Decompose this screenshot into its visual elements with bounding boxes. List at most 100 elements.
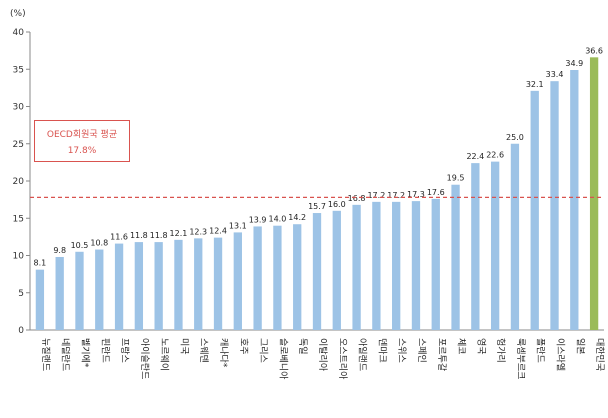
bar-value-label: 11.6: [110, 233, 128, 242]
y-axis-unit: (%): [10, 9, 26, 19]
bar-value-label: 12.3: [189, 227, 207, 236]
bar: [510, 143, 520, 330]
x-category-label: 노르웨이: [159, 338, 171, 371]
bar: [174, 239, 183, 330]
x-category-label: 프랑스: [119, 338, 131, 363]
y-tick-label: 25: [13, 140, 24, 150]
bar: [471, 163, 480, 330]
bar-value-label: 32.1: [526, 80, 544, 89]
bars: 8.19.810.5 10.811.6 11.8 11.8 12.1 12.3 12.413…: [34, 46, 603, 331]
bar-value-label: 22.6: [486, 151, 504, 160]
oecd-average-label: OECD회원국 평균: [46, 130, 118, 140]
x-category-label: 룩셈부르크: [515, 338, 526, 379]
bar: [253, 226, 262, 330]
bar: [114, 243, 124, 330]
bar: [530, 90, 539, 330]
bar-value-label: 8.1: [34, 259, 47, 268]
bar-value-label: 25.0: [506, 133, 524, 142]
oecd-average-box: OECD회원국 평균 17.8%: [34, 120, 130, 162]
bar: [411, 201, 421, 330]
y-tick-label: 40: [13, 28, 25, 38]
bar-value-label: 22.4: [466, 152, 484, 161]
bar-value-label: 13.1: [229, 221, 247, 230]
bar-value-label: 10.8: [90, 239, 108, 248]
y-tick-label: 0: [18, 326, 24, 336]
bar-value-label: 17.2: [387, 191, 405, 200]
bar: [312, 213, 322, 330]
x-category-label: 폴란드: [535, 338, 547, 363]
bar-value-label: 13.9: [249, 215, 267, 224]
bar: [75, 251, 84, 330]
x-category-label: 스페인: [416, 338, 427, 363]
bar-value-label: 19.5: [447, 174, 465, 183]
x-category-label: 벨기에*: [79, 338, 90, 368]
bar: [293, 224, 302, 330]
x-category-label: 덴마크: [376, 338, 387, 363]
x-category-label: 이스라엘: [555, 338, 566, 371]
y-tick-label: 20: [13, 177, 25, 187]
bar-value-label: 34.9: [565, 59, 583, 68]
bar: [451, 184, 460, 330]
x-category-label: 아이슬란드: [139, 338, 151, 379]
x-category-label: 오스트리아: [337, 338, 348, 380]
y-tick-label: 15: [13, 214, 24, 224]
x-category-label: 슬로베니아: [277, 338, 288, 380]
bar-value-label: 12.1: [170, 229, 188, 238]
x-category-label: 캐나다*: [218, 338, 229, 368]
x-category-label: 그리스: [258, 338, 269, 363]
bar-value-label: 10.5: [71, 241, 89, 250]
x-category-label: 헝가리: [495, 338, 506, 363]
y-tick-label: 30: [13, 103, 25, 113]
bar: [372, 201, 381, 330]
bar-value-label: 17.2: [367, 191, 385, 200]
bar-value-label: 15.7: [308, 202, 326, 211]
bar-value-label: 11.8: [150, 231, 168, 240]
bar: [194, 238, 203, 330]
bar-value-label: 12.4: [209, 227, 227, 236]
bar: [589, 57, 599, 331]
bar: [95, 249, 104, 330]
bar-value-label: 17.6: [427, 188, 445, 197]
x-category-label: 핀란드: [99, 338, 111, 363]
bar: [55, 256, 64, 330]
x-category-label: 스위스: [396, 338, 407, 363]
x-category-label: 아일랜드: [357, 338, 368, 371]
x-category-label: 체코: [456, 338, 467, 355]
bar: [213, 237, 223, 330]
x-axis-labels: 뉴질랜드 네덜란드 벨기에* 핀란드 프랑스 아이슬란드 노르웨이 미국 스웨덴 캐나다* 호주 그리…: [40, 338, 605, 380]
bar: [35, 269, 45, 330]
bar: [550, 81, 559, 330]
y-axis: 0 5 10 15 20 25 30 35 40: [13, 28, 604, 336]
x-category-label: 네덜란드: [60, 338, 72, 371]
x-category-label: 뉴질랜드: [40, 338, 52, 371]
bar: [490, 161, 500, 330]
y-tick-label: 10: [13, 252, 25, 262]
x-category-label: 대한민국: [594, 338, 605, 371]
bar-value-label: 36.6: [585, 46, 603, 55]
bar-value-label: 17.3: [407, 190, 425, 199]
x-category-label: 영국: [475, 338, 486, 355]
x-category-label: 독일: [297, 338, 308, 355]
x-category-label: 일본: [574, 338, 585, 355]
x-category-label: 미국: [178, 338, 189, 355]
bar-value-label: 9.8: [53, 246, 66, 255]
x-category-label: 이탈리아: [317, 338, 328, 372]
y-tick-label: 35: [13, 65, 24, 75]
bar-value-label: 14.2: [288, 213, 306, 222]
bar-value-label: 14.0: [269, 215, 287, 224]
bar: [431, 198, 440, 330]
bar-value-label: 33.4: [546, 70, 564, 79]
bar: [352, 204, 361, 330]
bar: [154, 242, 163, 330]
x-category-label: 호주: [238, 338, 249, 355]
bar: [392, 201, 401, 330]
bar: [273, 225, 282, 330]
bar-value-label: 16.0: [328, 200, 346, 209]
bar: [233, 232, 242, 330]
x-category-label: 스웨덴: [198, 338, 210, 363]
bar-value-label: 16.8: [348, 194, 366, 203]
bar: [332, 210, 341, 330]
bar: [134, 242, 144, 330]
oecd-average-value: 17.8%: [67, 146, 97, 156]
